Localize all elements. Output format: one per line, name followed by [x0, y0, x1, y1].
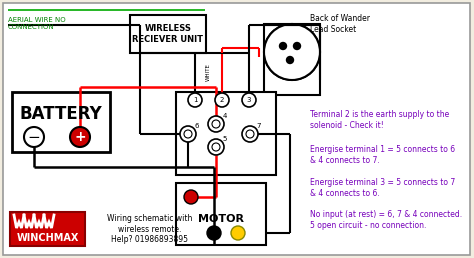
Text: −: − [27, 130, 40, 144]
Text: MOTOR: MOTOR [198, 214, 244, 224]
Text: BATTERY: BATTERY [19, 105, 102, 123]
Text: 3: 3 [247, 97, 251, 103]
Text: No input (at rest) = 6, 7 & 4 connected.
5 open circuit - no connection.: No input (at rest) = 6, 7 & 4 connected.… [310, 210, 462, 230]
Text: +: + [74, 130, 86, 144]
Circle shape [70, 127, 90, 147]
Text: 2: 2 [220, 97, 224, 103]
Bar [12, 92, 110, 152]
Circle shape [212, 120, 220, 128]
Circle shape [208, 116, 224, 132]
Text: Energise terminal 1 = 5 connects to 6
& 4 connects to 7.: Energise terminal 1 = 5 connects to 6 & … [310, 145, 455, 165]
Text: 1: 1 [193, 97, 197, 103]
Circle shape [293, 43, 301, 50]
Text: Energise terminal 3 = 5 connects to 7
& 4 connects to 6.: Energise terminal 3 = 5 connects to 7 & … [310, 178, 455, 198]
Circle shape [264, 24, 320, 80]
Circle shape [286, 57, 293, 63]
Circle shape [212, 143, 220, 151]
Text: 5: 5 [223, 136, 227, 142]
Text: Back of Wander
Lead Socket: Back of Wander Lead Socket [310, 14, 370, 34]
Circle shape [208, 139, 224, 155]
Bar [10, 212, 85, 246]
Circle shape [184, 190, 198, 204]
Circle shape [188, 93, 202, 107]
Circle shape [207, 226, 221, 240]
Text: Terminal 2 is the earth supply to the
solenoid - Check it!: Terminal 2 is the earth supply to the so… [310, 110, 449, 130]
Circle shape [280, 43, 286, 50]
Circle shape [242, 93, 256, 107]
Text: AERIAL WIRE NO
CONNECTION: AERIAL WIRE NO CONNECTION [8, 17, 65, 30]
Bar [176, 92, 276, 175]
Bar [176, 183, 266, 245]
Circle shape [264, 24, 320, 80]
Circle shape [246, 130, 254, 138]
Circle shape [184, 130, 192, 138]
Text: Wiring schematic with
wireless remote.
Help? 01986893895: Wiring schematic with wireless remote. H… [107, 214, 193, 244]
Circle shape [242, 126, 258, 142]
Text: 6: 6 [195, 123, 199, 129]
Circle shape [180, 126, 196, 142]
Text: WINCHMAX: WINCHMAX [16, 233, 79, 243]
Text: WIRELESS
RECIEVER UNIT: WIRELESS RECIEVER UNIT [133, 24, 203, 44]
Circle shape [24, 127, 44, 147]
Text: 7: 7 [257, 123, 261, 129]
Bar [130, 15, 206, 53]
Bar [264, 24, 320, 95]
Text: WHITE: WHITE [206, 63, 210, 81]
Circle shape [231, 226, 245, 240]
Text: 4: 4 [223, 113, 227, 119]
Circle shape [215, 93, 229, 107]
